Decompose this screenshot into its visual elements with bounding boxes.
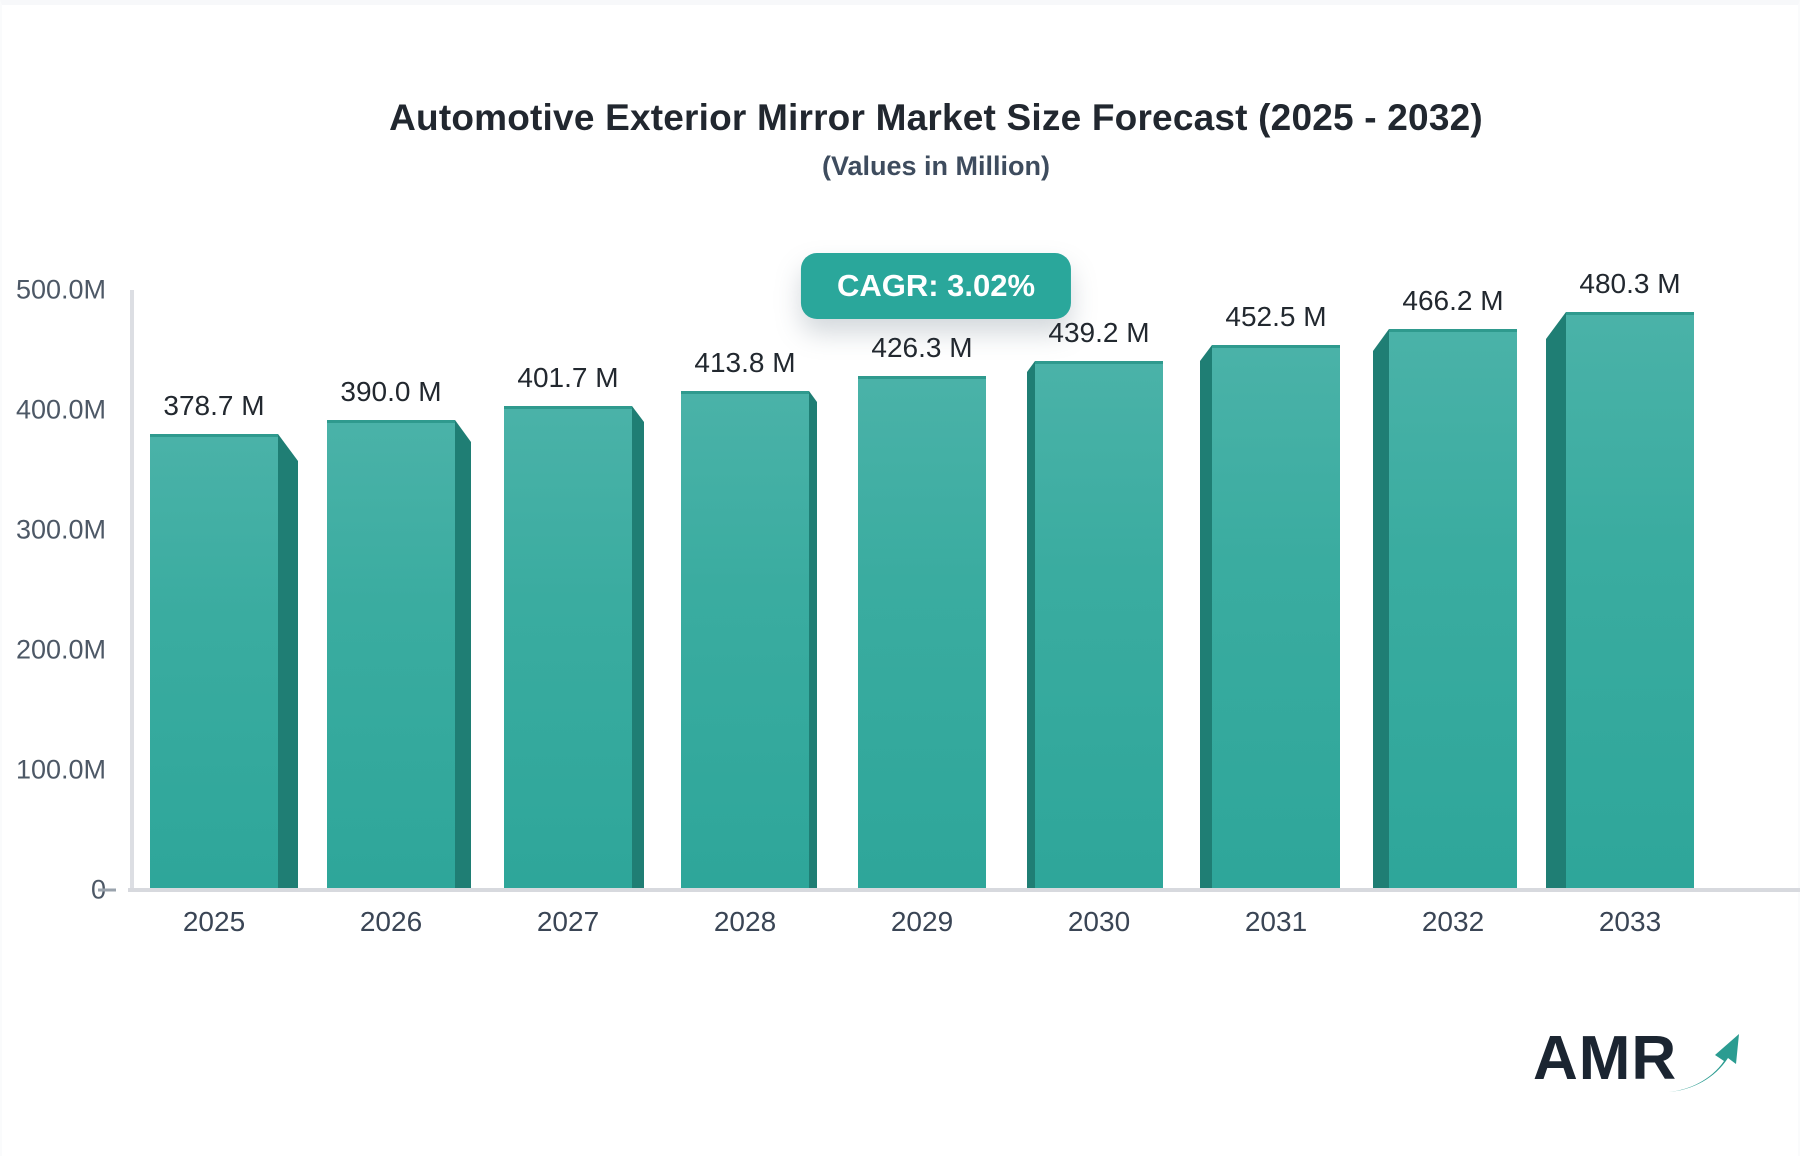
- bar-value-label: 378.7 M: [163, 390, 265, 421]
- bar-face: [150, 434, 278, 888]
- bar-2032: 466.2 M: [1373, 285, 1517, 888]
- bar-value-label: 466.2 M: [1402, 285, 1504, 316]
- bar-2029: 426.3 M: [858, 332, 986, 888]
- bar-3d-side: [455, 420, 471, 888]
- growth-arrow-icon: [1669, 1034, 1740, 1092]
- y-axis-line: [130, 290, 134, 890]
- bar-value-label: 401.7 M: [517, 362, 619, 393]
- bar-3d-side: [1546, 312, 1566, 888]
- x-axis-line: [128, 888, 1800, 892]
- bar-face: [327, 420, 455, 888]
- bar-2026: 390.0 M: [327, 376, 471, 888]
- bar-3d-side: [1027, 361, 1035, 888]
- chart-subtitle: (Values in Million): [821, 151, 1051, 181]
- bar-face: [1035, 361, 1163, 888]
- bar-3d-side: [1373, 329, 1389, 888]
- bar-face: [681, 391, 809, 888]
- bar-value-label: 439.2 M: [1048, 317, 1150, 348]
- bar-3d-side: [809, 391, 817, 888]
- x-tick-label-2030: 2030: [1067, 906, 1131, 937]
- bar-face: [858, 376, 986, 888]
- bar-3d-side: [1200, 345, 1212, 888]
- x-tick-label-2032: 2032: [1421, 906, 1485, 937]
- bar-2025: 378.7 M: [150, 390, 298, 888]
- bar-value-label: 426.3 M: [871, 332, 973, 363]
- bar-value-label: 480.3 M: [1579, 268, 1681, 299]
- x-tick-label-2025: 2025: [182, 906, 246, 937]
- bar-3d-side: [278, 434, 298, 888]
- bar-face: [1212, 345, 1340, 888]
- cagr-badge: CAGR: 3.02%: [800, 253, 1072, 319]
- x-tick-label-2026: 2026: [359, 906, 423, 937]
- x-tick-label-2028: 2028: [713, 906, 777, 937]
- bar-value-label: 413.8 M: [694, 347, 796, 378]
- bar-3d-side: [632, 406, 644, 888]
- bar-2027: 401.7 M: [504, 362, 644, 888]
- y-tick-label: 400.0M: [15, 394, 106, 425]
- bar-value-label: 452.5 M: [1225, 301, 1327, 332]
- x-tick-label-2027: 2027: [536, 906, 600, 937]
- bar-face: [1566, 312, 1694, 888]
- amr-logo-text: AMR: [1533, 1024, 1678, 1093]
- x-tick-label-2033: 2033: [1598, 906, 1662, 937]
- x-tick-label-2029: 2029: [890, 906, 954, 937]
- y-tick-label: 300.0M: [15, 514, 106, 545]
- y-tick-label: 200.0M: [15, 634, 106, 665]
- bar-2031: 452.5 M: [1200, 301, 1340, 888]
- chart-title: Automotive Exterior Mirror Market Size F…: [389, 97, 1483, 138]
- y-tick-mark: [98, 888, 116, 892]
- bar-2028: 413.8 M: [681, 347, 817, 888]
- bar-2030: 439.2 M: [1027, 317, 1163, 888]
- bar-face: [504, 406, 632, 888]
- y-tick-label: 100.0M: [15, 754, 106, 785]
- y-tick-label: 0: [0, 875, 106, 906]
- x-tick-label-2031: 2031: [1244, 906, 1308, 937]
- amr-logo: AMR: [1533, 1028, 1741, 1096]
- y-tick-label: 500.0M: [15, 274, 106, 305]
- bar-value-label: 390.0 M: [340, 376, 442, 407]
- bar-2033: 480.3 M: [1546, 268, 1694, 888]
- bar-face: [1389, 329, 1517, 888]
